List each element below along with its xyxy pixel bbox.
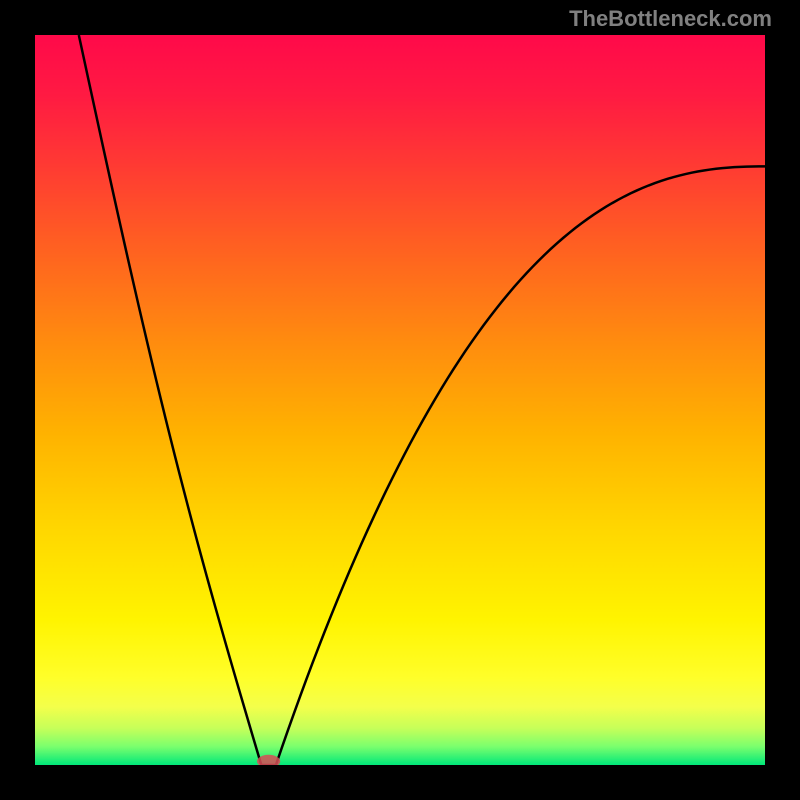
watermark-text: TheBottleneck.com bbox=[569, 6, 772, 32]
minimum-marker bbox=[257, 755, 280, 765]
bottleneck-curve-chart bbox=[35, 35, 765, 765]
bottleneck-curve bbox=[79, 35, 765, 765]
chart-container: TheBottleneck.com bbox=[0, 0, 800, 800]
plot-area bbox=[35, 35, 765, 765]
